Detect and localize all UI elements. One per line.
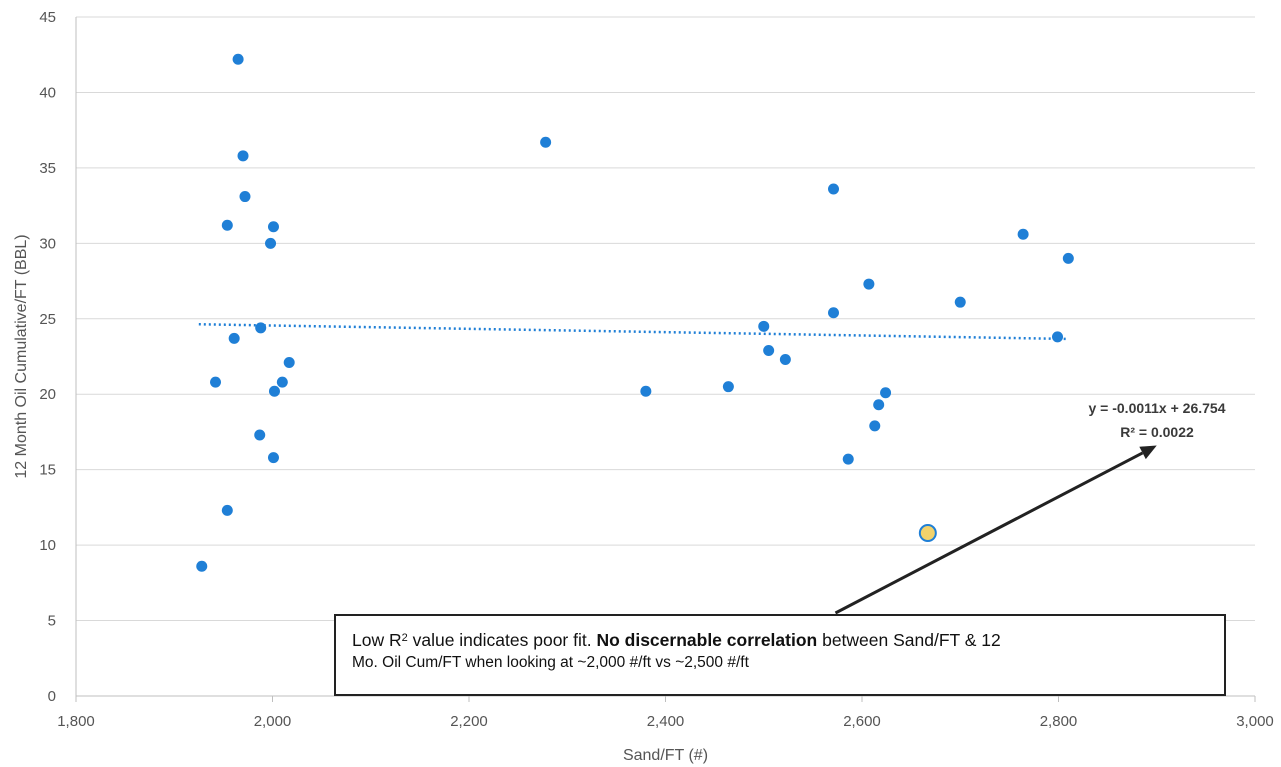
callout-bold-text: No discernable correlation [596, 630, 818, 650]
data-point [828, 183, 840, 195]
x-tick-label-2,800: 2,800 [1040, 713, 1078, 730]
data-point [863, 278, 875, 290]
y-tick-label-15: 15 [39, 462, 56, 479]
y-tick-label-25: 25 [39, 311, 56, 328]
x-tick-label-2,200: 2,200 [450, 713, 488, 730]
callout-text-between: between Sand/FT & 12 [817, 630, 1001, 650]
data-point [779, 354, 791, 366]
data-point [228, 332, 240, 344]
data-point [722, 381, 734, 393]
y-tick-label-45: 45 [39, 9, 56, 26]
data-point [232, 53, 244, 65]
data-point [237, 150, 249, 162]
data-point [265, 237, 277, 249]
data-point [1062, 252, 1074, 264]
y-tick-label-30: 30 [39, 235, 56, 252]
trendline-equation: y = -0.0011x + 26.754 [1088, 400, 1225, 416]
callout-line-1: Low R2 value indicates poor fit. No disc… [352, 628, 1210, 652]
callout-superscript: 2 [401, 632, 408, 644]
arrow-line [834, 451, 1144, 615]
data-point [239, 191, 251, 203]
y-tick-label-40: 40 [39, 84, 56, 101]
x-tick-label-2,400: 2,400 [647, 713, 685, 730]
y-axis-title: 12 Month Oil Cumulative/FT (BBL) [13, 234, 30, 478]
callout-box: Low R2 value indicates poor fit. No disc… [334, 614, 1226, 696]
y-tick-label-35: 35 [39, 160, 56, 177]
data-point [254, 429, 266, 441]
data-point [842, 453, 854, 465]
gridlines [76, 16, 1255, 622]
data-point [210, 376, 222, 388]
data-point [540, 136, 552, 148]
data-point [255, 322, 267, 334]
highlighted-data-point [918, 524, 937, 543]
r-squared-label: R² = 0.0022 [1120, 424, 1194, 440]
y-tick-label-10: 10 [39, 537, 56, 554]
callout-line-2: Mo. Oil Cum/FT when looking at ~2,000 #/… [352, 654, 749, 671]
x-tick-label-2,600: 2,600 [843, 713, 881, 730]
data-point [758, 320, 770, 332]
x-axis-title: Sand/FT (#) [623, 747, 708, 764]
callout-text-low-r: Low R [352, 630, 402, 650]
data-point [267, 452, 279, 464]
data-point [196, 560, 208, 572]
data-point [640, 385, 652, 397]
data-point [221, 504, 233, 516]
data-point [267, 221, 279, 233]
x-tick-label-3,000: 3,000 [1236, 713, 1274, 730]
y-tick-label-5: 5 [48, 613, 56, 630]
data-point [268, 385, 280, 397]
data-point [869, 420, 881, 432]
data-points [196, 53, 1074, 572]
data-point [221, 219, 233, 231]
data-point [276, 376, 288, 388]
data-point [954, 296, 966, 308]
data-point [763, 344, 775, 356]
y-tick-label-0: 0 [48, 688, 56, 705]
arrow-head [1139, 445, 1157, 460]
y-tick-label-20: 20 [39, 386, 56, 403]
data-point [283, 357, 295, 369]
labels: 0 5 10 15 20 25 30 35 40 45 1,800 2,000 2,200 2,400 2,… [13, 9, 1274, 764]
data-point [828, 307, 840, 319]
data-point [1052, 331, 1064, 343]
trendline-group [198, 323, 1069, 341]
arrow-group [834, 445, 1157, 615]
data-point [880, 387, 892, 399]
x-tick-label-1,800: 1,800 [57, 713, 95, 730]
x-tick-label-2,000: 2,000 [254, 713, 292, 730]
axes [75, 17, 1256, 702]
data-point [873, 399, 885, 411]
data-point [1017, 228, 1029, 240]
callout-text-fit: value indicates poor fit. [407, 630, 597, 650]
trendline [198, 323, 1069, 341]
